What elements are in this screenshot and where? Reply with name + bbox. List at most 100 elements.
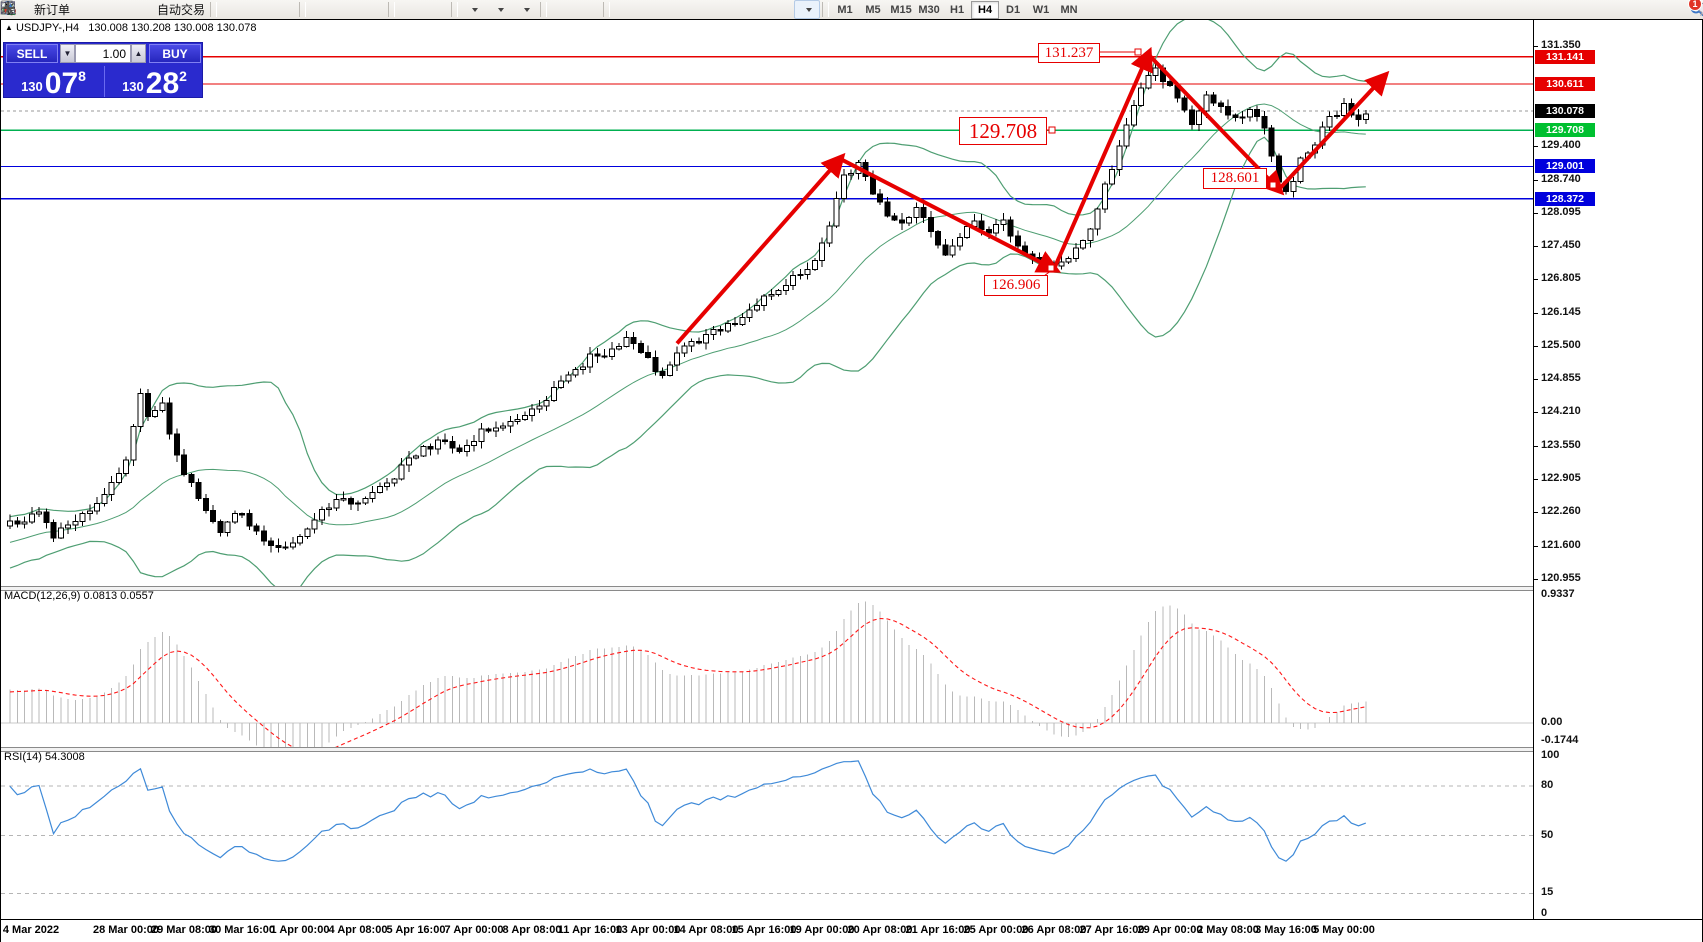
timeframe-m30-button[interactable]: M30 — [918, 3, 940, 16]
timeframe-m5-button[interactable]: M5 — [865, 3, 881, 16]
expert-advisor-button[interactable] — [1, 0, 125, 19]
chevron-down-icon[interactable] — [523, 7, 530, 12]
price-annotation-label[interactable]: 126.906 — [984, 275, 1048, 296]
axis-tick — [1534, 479, 1538, 480]
price-annotation-label[interactable]: 129.708 — [959, 117, 1047, 145]
price-tag: 129.708 — [1535, 123, 1595, 137]
time-axis-label: 14 Apr 08:00 — [673, 924, 739, 936]
time-axis-label: 27 Apr 16:00 — [1079, 924, 1145, 936]
axis-tick — [1534, 412, 1538, 413]
new-order-button[interactable]: 新订单 — [1, 0, 73, 19]
toolbar: 新订单 自动交易 E F A T M1 M5 M15 M30 H1 H4 D1 W1 MN 1 — [0, 0, 1703, 19]
volume-decrease-button[interactable]: ▼ — [60, 44, 75, 63]
timeframe-mn-button[interactable]: MN — [1060, 3, 1078, 16]
timeframe-m15-button[interactable]: M15 — [890, 3, 912, 16]
time-axis-label: 4 Apr 08:00 — [328, 924, 388, 936]
autotrading-button[interactable]: 自动交易 — [1, 0, 208, 19]
price-axis[interactable]: 131.350 129.400 128.740 128.095 127.450 126.8… — [1534, 20, 1702, 919]
timeframe-d1-button[interactable]: D1 — [1006, 3, 1021, 16]
tile-windows-button[interactable] — [1, 0, 386, 19]
eraser-button[interactable] — [1, 0, 99, 19]
time-axis[interactable]: 4 Mar 2022 28 Mar 00:00 29 Mar 08:00 30 Mar… — [1, 919, 1702, 942]
price-tag: 131.141 — [1535, 50, 1595, 64]
rsi-axis-label: 80 — [1541, 779, 1554, 791]
volume-input[interactable]: 1.00 — [75, 44, 131, 63]
bar-chart-button[interactable] — [1, 0, 245, 19]
pane-separator[interactable] — [1, 747, 1702, 752]
collapse-marker-icon[interactable]: ▲ — [5, 23, 13, 32]
pane-separator[interactable] — [1, 586, 1702, 591]
chevron-down-icon[interactable] — [805, 7, 812, 12]
chart-window: ▲ USDJPY-,H4 130.008 130.208 130.008 130… — [0, 19, 1703, 942]
text-button[interactable]: A — [4, 0, 768, 19]
periods-button[interactable] — [1, 0, 512, 19]
axis-tick — [1534, 446, 1538, 447]
hline-button[interactable] — [2, 0, 664, 19]
line-chart-button[interactable] — [1, 0, 297, 19]
shapes-button[interactable] — [4, 0, 821, 19]
axis-tick — [1534, 246, 1538, 247]
time-axis-label: 3 May 16:00 — [1255, 924, 1317, 936]
signal-button[interactable] — [1, 0, 151, 19]
one-click-trading-panel: SELL ▼ 1.00 ▲ BUY 130 07 8 130 28 2 — [3, 42, 203, 100]
timeframe-h4-button[interactable]: H4 — [971, 0, 1000, 19]
axis-tick — [1534, 313, 1538, 314]
axis-tick — [1534, 546, 1538, 547]
axis-tick — [1534, 180, 1538, 181]
auto-scroll-button[interactable] — [2, 0, 423, 19]
rsi-axis-label: 50 — [1541, 829, 1554, 841]
axis-tick — [1534, 46, 1538, 47]
rsi-pane[interactable]: RSI(14) 54.3008 — [1, 750, 1533, 918]
axis-tick — [1534, 146, 1538, 147]
macd-pane[interactable]: MACD(12,26,9) 0.0813 0.0557 — [1, 589, 1533, 747]
chart-shift-button[interactable] — [2, 0, 449, 19]
candlestick-button[interactable] — [1, 0, 271, 19]
axis-tick — [1534, 579, 1538, 580]
rsi-axis-label: 100 — [1541, 749, 1560, 761]
time-axis-label: 4 Mar 2022 — [2, 924, 60, 936]
time-axis-label: 15 Apr 16:00 — [731, 924, 797, 936]
crosshair-button[interactable] — [1, 0, 601, 19]
price-axis-label: 124.210 — [1541, 405, 1581, 417]
volume-increase-button[interactable]: ▲ — [131, 44, 146, 63]
timeframe-m1-button[interactable]: M1 — [837, 3, 853, 16]
label-button[interactable]: T — [1, 0, 794, 19]
time-axis-label: 5 Apr 16:00 — [386, 924, 446, 936]
timeframe-h1-button[interactable]: H1 — [950, 3, 965, 16]
channel-button[interactable]: E — [0, 0, 716, 19]
zoom-out-button[interactable] — [1, 0, 360, 19]
chevron-down-icon[interactable] — [497, 7, 504, 12]
axis-tick — [1534, 279, 1538, 280]
macd-axis-label: 0.00 — [1541, 716, 1563, 728]
indicators-button[interactable] — [1, 0, 486, 19]
svg-text:A: A — [4, 2, 13, 16]
time-axis-label: 26 Apr 08:00 — [1021, 924, 1087, 936]
price-pane[interactable]: ▲ USDJPY-,H4 130.008 130.208 130.008 130… — [1, 20, 1533, 586]
price-tag: 130.078 — [1535, 104, 1595, 118]
toolbar-separator — [210, 2, 218, 17]
chevron-down-icon[interactable] — [471, 7, 478, 12]
price-annotation-label[interactable]: 131.237 — [1038, 43, 1100, 63]
timeframe-w1-button[interactable]: W1 — [1032, 3, 1050, 16]
zoom-in-button[interactable] — [1, 0, 334, 19]
price-tag: 130.611 — [1535, 77, 1595, 91]
macd-axis-label: -0.1744 — [1541, 734, 1579, 746]
svg-text:T: T — [5, 4, 11, 14]
chart-title: ▲ USDJPY-,H4 130.008 130.208 130.008 130… — [5, 22, 256, 34]
cursor-button[interactable] — [4, 0, 575, 19]
price-annotation-label[interactable]: 128.601 — [1203, 168, 1267, 189]
trendline-button[interactable] — [1, 0, 690, 19]
price-axis-label: 124.855 — [1541, 372, 1581, 384]
sell-price[interactable]: 130 07 8 — [21, 67, 86, 100]
buy-button[interactable]: BUY — [149, 44, 201, 63]
sell-button[interactable]: SELL — [6, 44, 58, 63]
axis-tick — [1534, 213, 1538, 214]
symbol-period: USDJPY-,H4 — [15, 22, 80, 34]
time-axis-label: 8 Apr 08:00 — [502, 924, 562, 936]
buy-price[interactable]: 130 28 2 — [122, 67, 187, 100]
price-axis-label: 131.350 — [1541, 39, 1581, 51]
vline-button[interactable] — [7, 0, 638, 19]
time-axis-label: 29 Mar 08:00 — [150, 924, 218, 936]
fibonacci-button[interactable]: F — [2, 0, 742, 19]
templates-button[interactable] — [1, 0, 538, 19]
